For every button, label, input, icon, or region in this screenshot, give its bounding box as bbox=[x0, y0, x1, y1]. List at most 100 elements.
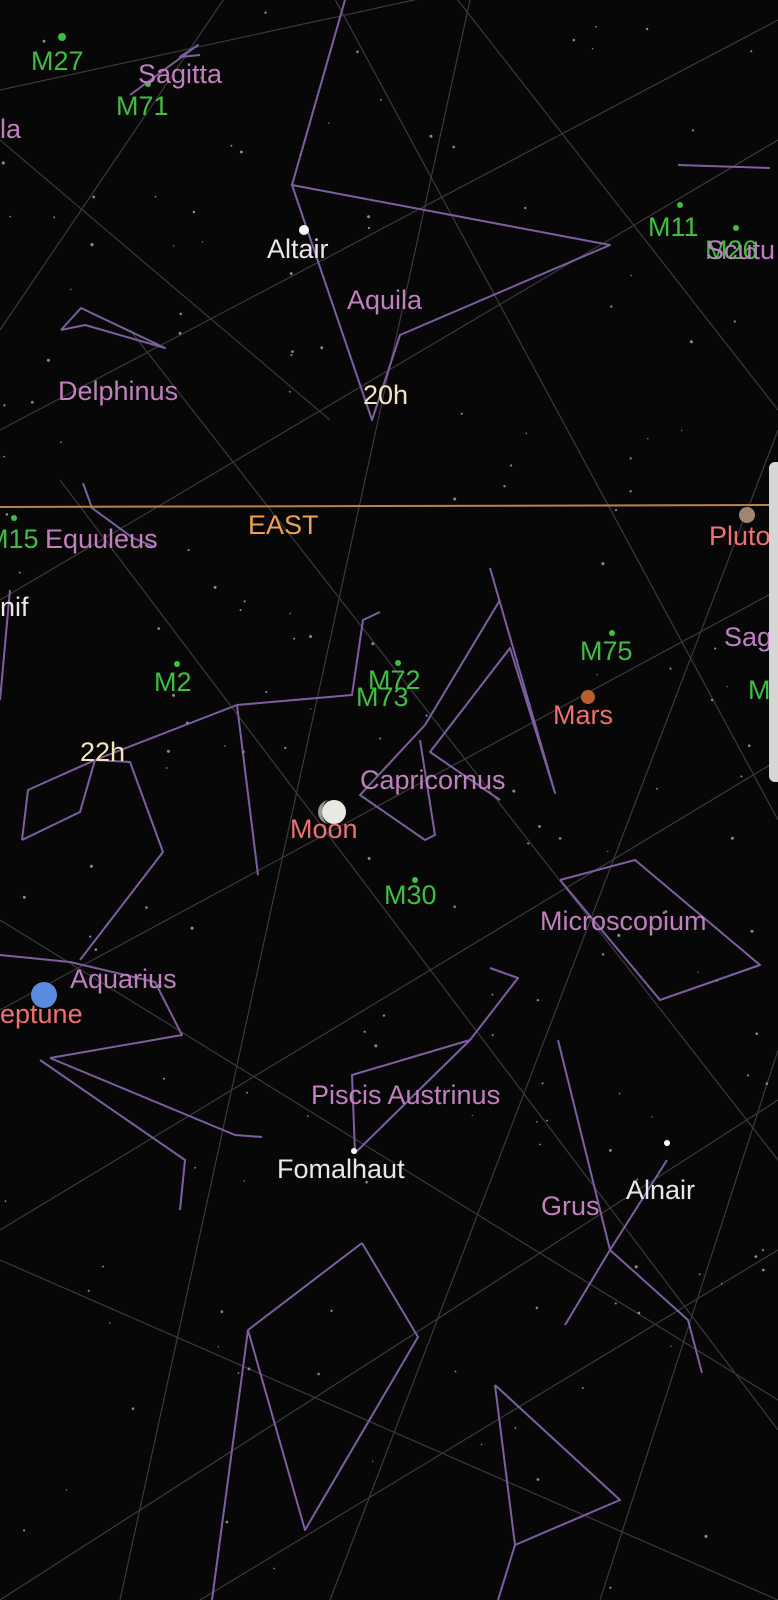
altair-star-dot[interactable] bbox=[299, 225, 309, 235]
grid-line bbox=[0, 139, 331, 421]
background-star bbox=[273, 1567, 275, 1570]
background-star bbox=[536, 1121, 538, 1123]
messier-label-m15[interactable]: M15 bbox=[0, 524, 39, 554]
messier-label-m71[interactable]: M71 bbox=[116, 91, 169, 121]
background-star bbox=[614, 1302, 617, 1305]
constellation-label-microscopium[interactable]: Microscopium bbox=[540, 906, 707, 936]
background-star bbox=[609, 1586, 612, 1589]
background-star bbox=[453, 905, 456, 909]
background-star bbox=[525, 432, 528, 435]
m26-dot[interactable] bbox=[733, 225, 739, 231]
background-star bbox=[629, 489, 632, 493]
m71-dot[interactable] bbox=[145, 81, 151, 87]
messier-label-m72[interactable]: M72 bbox=[368, 665, 421, 695]
constellation-line bbox=[559, 859, 761, 1001]
planet-label-neptune-partial[interactable]: leptune bbox=[0, 999, 83, 1029]
m15-dot[interactable] bbox=[11, 515, 17, 521]
m72-dot[interactable] bbox=[395, 660, 401, 666]
background-star bbox=[681, 430, 683, 432]
ra-grid-label-20h: 20h bbox=[363, 380, 409, 410]
messier-label-m30[interactable]: M30 bbox=[384, 880, 437, 910]
planet-label-pluto-partial[interactable]: Pluto bbox=[709, 521, 771, 551]
constellation-label-equuleus[interactable]: Equuleus bbox=[45, 524, 158, 554]
background-star bbox=[46, 358, 50, 362]
background-star bbox=[320, 346, 324, 350]
messier-label-m11[interactable]: M11 bbox=[648, 212, 699, 242]
background-star bbox=[243, 1180, 245, 1182]
background-star bbox=[618, 1092, 621, 1095]
neptune-planet-icon[interactable] bbox=[31, 982, 57, 1008]
constellation-line bbox=[359, 599, 501, 841]
background-star bbox=[239, 609, 242, 612]
pluto-planet-icon[interactable] bbox=[739, 507, 755, 523]
background-star bbox=[720, 1282, 723, 1285]
fomalhaut-star-dot[interactable] bbox=[351, 1148, 357, 1154]
background-star bbox=[237, 1372, 240, 1374]
background-star bbox=[636, 1178, 639, 1181]
background-star bbox=[290, 353, 293, 357]
background-star bbox=[662, 911, 666, 914]
m75-dot[interactable] bbox=[609, 630, 615, 636]
background-star bbox=[18, 571, 21, 574]
alnair-star-dot[interactable] bbox=[664, 1140, 670, 1146]
background-star bbox=[145, 906, 148, 909]
constellation-label-sagittarius-partial[interactable]: Sag bbox=[724, 622, 773, 652]
background-star bbox=[512, 789, 516, 793]
constellation-line bbox=[0, 589, 11, 701]
background-star bbox=[293, 637, 296, 640]
planet-label-mars[interactable]: Mars bbox=[553, 700, 613, 730]
mars-planet-icon[interactable] bbox=[581, 690, 595, 704]
planet-label-moon[interactable]: Moon bbox=[290, 814, 358, 844]
grid-line bbox=[0, 589, 778, 1011]
background-star bbox=[379, 737, 382, 740]
background-star bbox=[570, 925, 572, 928]
constellation-label-sagitta[interactable]: Sagitta bbox=[138, 59, 223, 89]
messier-label-m75[interactable]: M75 bbox=[580, 636, 633, 666]
side-drawer-handle[interactable] bbox=[769, 462, 778, 782]
background-star bbox=[22, 1529, 26, 1532]
constellation-label-scutum-partial[interactable]: Scutu bbox=[706, 235, 776, 265]
background-star bbox=[367, 226, 371, 230]
grid-line bbox=[0, 919, 778, 1401]
background-star bbox=[361, 1165, 364, 1168]
background-star bbox=[217, 1346, 219, 1348]
star-label-fomalhaut[interactable]: Fomalhaut bbox=[277, 1154, 405, 1184]
star-label-alnair[interactable]: Alnair bbox=[626, 1175, 696, 1205]
constellation-label-aquarius[interactable]: Aquarius bbox=[70, 964, 177, 994]
background-star bbox=[179, 312, 182, 316]
constellation-label-capricornus[interactable]: Capricornus bbox=[360, 765, 506, 795]
grid-line bbox=[334, 0, 778, 821]
constellation-line bbox=[429, 567, 556, 801]
background-star bbox=[647, 438, 649, 440]
background-star bbox=[670, 1345, 672, 1347]
background-star bbox=[201, 241, 204, 243]
background-star bbox=[460, 412, 463, 415]
m27-dot[interactable] bbox=[58, 33, 66, 41]
messier-label-m26[interactable]: M26 bbox=[705, 235, 758, 265]
constellation-line bbox=[609, 1159, 668, 1251]
m11-dot[interactable] bbox=[677, 202, 683, 208]
star-label-enif-partial[interactable]: nif bbox=[0, 592, 29, 622]
constellation-label-aquila[interactable]: Aquila bbox=[347, 285, 423, 315]
background-star bbox=[94, 948, 98, 951]
constellation-line bbox=[351, 967, 519, 1154]
background-star bbox=[289, 612, 291, 615]
background-star bbox=[60, 441, 62, 444]
messier-label-m73[interactable]: M73 bbox=[356, 682, 409, 712]
m2-dot[interactable] bbox=[174, 661, 180, 667]
background-star bbox=[595, 25, 597, 28]
constellation-label-aquila-partial[interactable]: la bbox=[0, 114, 22, 144]
constellation-label-delphinus[interactable]: Delphinus bbox=[58, 376, 179, 406]
star-label-altair[interactable]: Altair bbox=[267, 234, 329, 264]
background-star bbox=[497, 779, 501, 782]
m30-dot[interactable] bbox=[412, 877, 418, 883]
background-star bbox=[190, 926, 194, 930]
messier-label-m2[interactable]: M2 bbox=[154, 667, 192, 697]
messier-label-m27[interactable]: M27 bbox=[31, 46, 84, 76]
constellation-label-grus[interactable]: Grus bbox=[541, 1191, 600, 1221]
moon-icon[interactable] bbox=[322, 800, 346, 824]
constellation-label-piscis-austrinus[interactable]: Piscis Austrinus bbox=[311, 1080, 501, 1110]
messier-label-m-partial[interactable]: M bbox=[748, 675, 771, 705]
